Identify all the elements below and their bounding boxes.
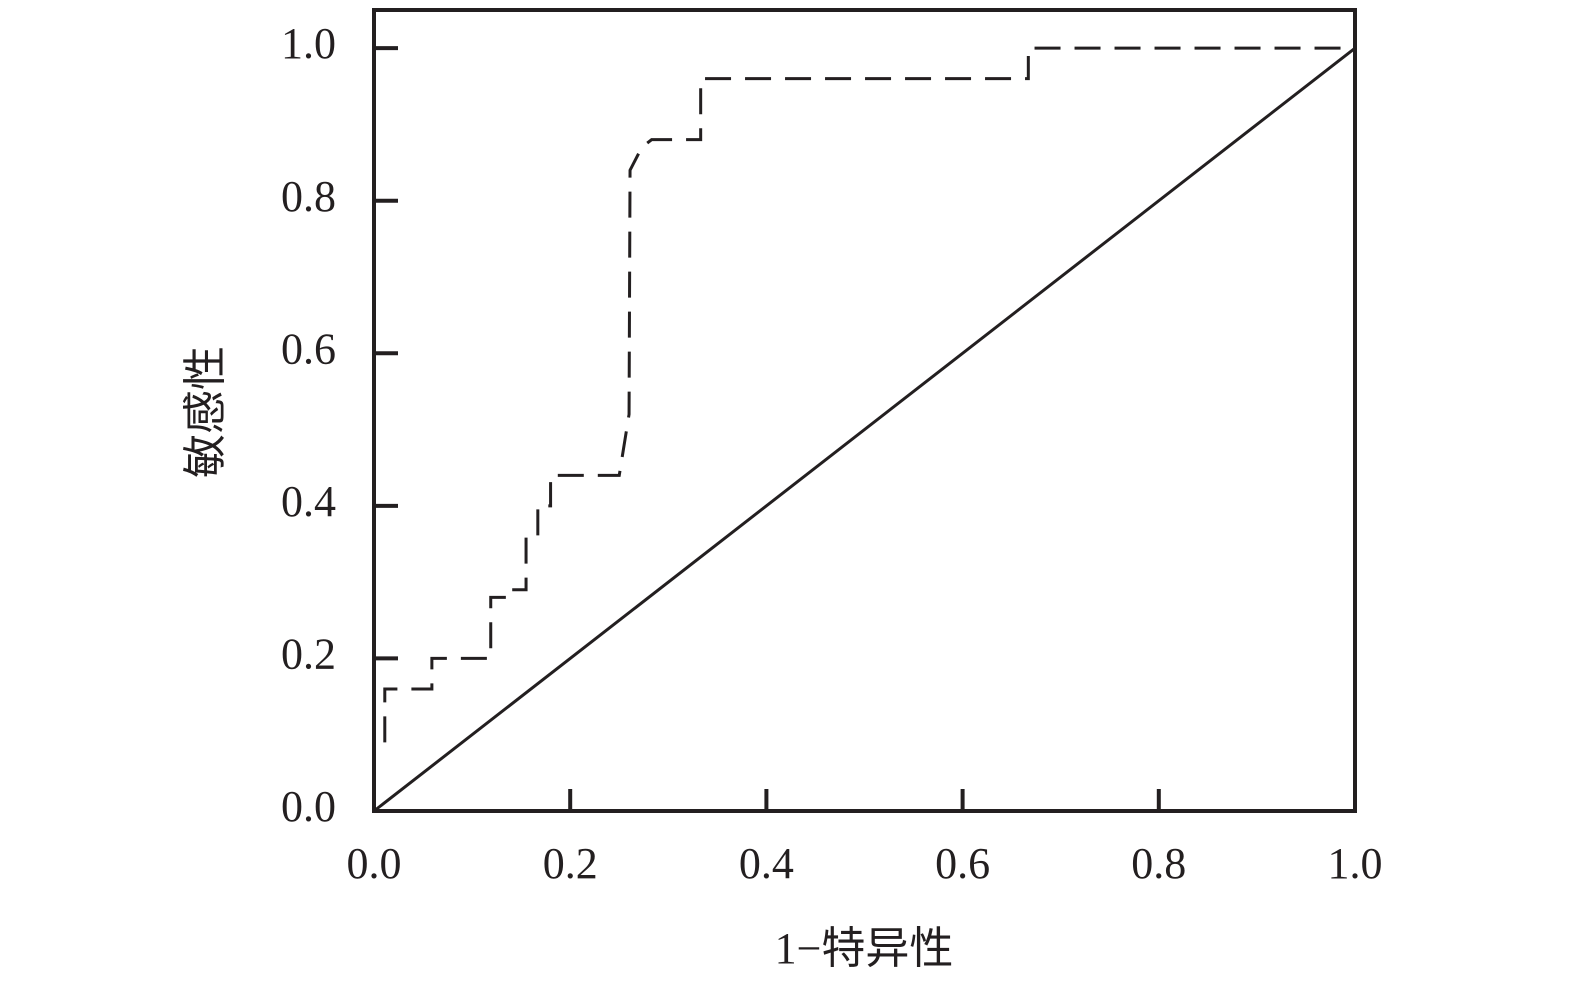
x-tick-label: 0.0 — [347, 839, 402, 888]
y-tick-label: 0.0 — [281, 782, 336, 831]
y-tick-label: 0.2 — [281, 630, 336, 679]
x-tick-label: 0.4 — [739, 839, 794, 888]
y-tick-label: 0.4 — [281, 477, 336, 526]
x-tick-label: 0.6 — [935, 839, 990, 888]
roc-line — [383, 46, 1355, 743]
x-tick-label: 0.8 — [1131, 839, 1186, 888]
y-tick-label: 1.0 — [281, 19, 336, 68]
y-tick-label: 0.6 — [281, 324, 336, 373]
y-axis-label: 敏感性 — [181, 346, 230, 478]
x-axis-label: 1−特异性 — [775, 924, 954, 973]
roc-line — [373, 46, 1356, 813]
x-tick-label: 1.0 — [1328, 839, 1383, 888]
plot-frame — [372, 8, 1357, 813]
x-tick-label: 0.2 — [543, 839, 598, 888]
y-tick-label: 0.8 — [281, 172, 336, 221]
